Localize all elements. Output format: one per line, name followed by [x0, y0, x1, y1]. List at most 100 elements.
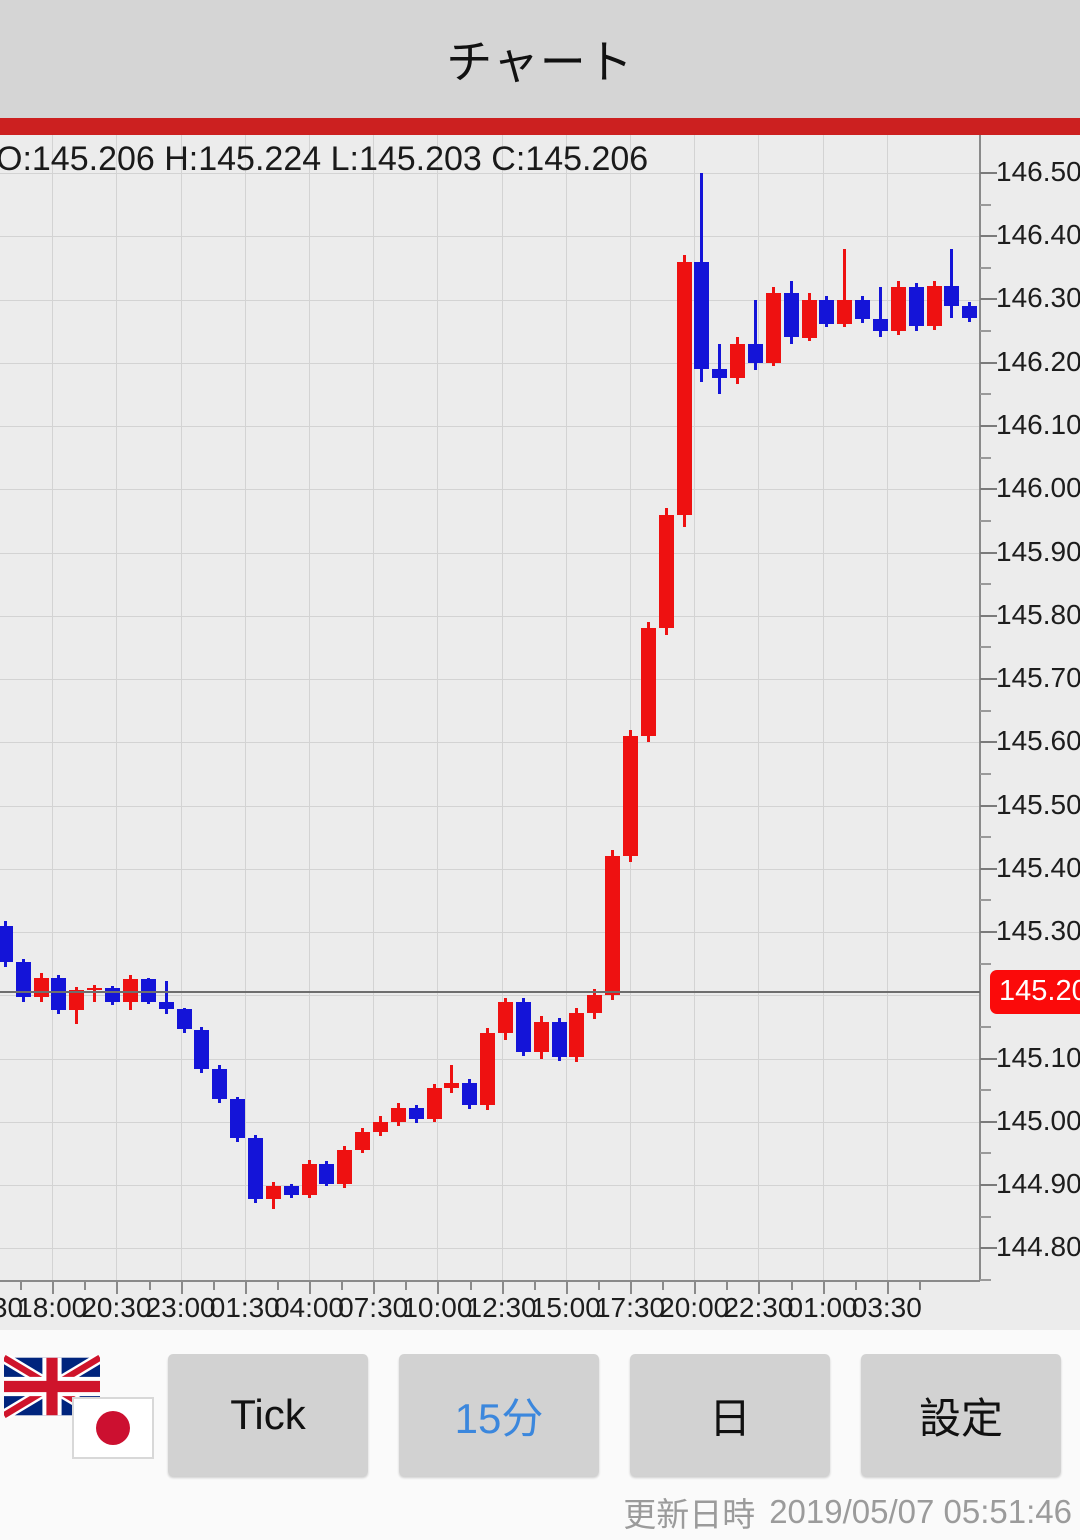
ohlc-readout: O:145.206 H:145.224 L:145.203 C:145.206 — [0, 140, 649, 178]
y-axis-label: 146.200 — [996, 345, 1080, 377]
bottom-toolbar: Tick 15分 日 設定 — [0, 1331, 1080, 1481]
timeframe-tick-button[interactable]: Tick — [168, 1354, 368, 1476]
timeframe-day-button[interactable]: 日 — [630, 1354, 830, 1476]
candle-wick — [879, 286, 882, 338]
candle-body — [855, 299, 871, 319]
x-axis-minor-tick — [148, 1281, 151, 1290]
x-axis-tick — [822, 1281, 825, 1294]
candle-wick — [754, 299, 757, 371]
candle-body — [0, 925, 13, 963]
page-title: チャート — [446, 36, 634, 88]
plot-right-border — [979, 135, 981, 1281]
candle-body — [587, 995, 603, 1013]
y-axis-minor-tick — [980, 962, 991, 965]
x-axis-tick — [180, 1281, 183, 1294]
x-axis-tick — [565, 1281, 568, 1294]
candle-body — [533, 1021, 549, 1053]
candle-body — [408, 1107, 424, 1120]
candle-wick — [164, 981, 168, 1015]
gridline-v — [309, 135, 310, 1280]
y-axis-label: 146.000 — [996, 472, 1080, 504]
y-axis-label: 145.900 — [996, 535, 1080, 567]
candle-body — [551, 1021, 567, 1058]
candle-wick — [93, 985, 97, 1002]
y-axis-minor-tick — [980, 519, 991, 522]
x-axis-minor-tick — [597, 1281, 600, 1290]
y-axis-tick — [980, 298, 997, 301]
candle-body — [319, 1163, 335, 1184]
candle-body — [230, 1099, 245, 1139]
y-axis-label: 145.100 — [996, 1041, 1080, 1073]
candle-body — [765, 293, 781, 363]
y-axis-tick — [980, 235, 997, 238]
y-axis-tick — [980, 1120, 997, 1123]
settings-button[interactable]: 設定 — [861, 1354, 1061, 1476]
x-axis-label: 01:30 — [209, 1292, 280, 1323]
gridline-h — [0, 362, 980, 364]
y-axis-tick — [980, 741, 997, 744]
x-axis-label: 15:30 — [0, 1292, 24, 1323]
japan-flag-icon — [72, 1397, 154, 1459]
x-axis-minor-tick — [533, 1281, 536, 1290]
y-axis-minor-tick — [980, 583, 991, 586]
candle-body — [712, 369, 728, 378]
gridline-v — [501, 135, 503, 1280]
x-axis-tick — [758, 1281, 761, 1294]
x-axis-label: 20:30 — [81, 1292, 152, 1323]
y-axis-minor-tick — [980, 266, 991, 269]
candlestick-plot[interactable]: O:145.206 H:145.224 L:145.203 C:145.206 — [0, 135, 980, 1280]
chart-panel[interactable]: O:145.206 H:145.224 L:145.203 C:145.206 … — [0, 135, 1080, 1330]
gridline-v — [822, 135, 824, 1280]
x-axis-minor-tick — [469, 1281, 472, 1290]
x-axis-minor-tick — [84, 1281, 87, 1290]
y-axis-tick — [980, 867, 997, 870]
gridline-v — [244, 135, 246, 1280]
y-axis-label: 146.400 — [996, 219, 1080, 251]
gridline-h — [0, 489, 980, 491]
x-axis-tick — [501, 1281, 504, 1294]
x-axis-label: 04:00 — [273, 1292, 345, 1323]
x-axis-tick — [630, 1281, 632, 1294]
x-axis-label: 18:00 — [17, 1292, 88, 1323]
status-footer: 更新日時 2019/05/07 05:51:46 — [0, 1484, 1080, 1540]
y-axis-minor-tick — [980, 1152, 991, 1155]
gridline-h — [0, 173, 980, 174]
x-axis-tick — [244, 1281, 247, 1294]
x-axis-label: 07:30 — [338, 1292, 409, 1323]
candle-body — [605, 856, 621, 996]
x-axis-tick — [437, 1281, 440, 1294]
y-axis-label: 145.400 — [996, 851, 1080, 883]
x-axis-minor-tick — [790, 1281, 793, 1290]
gridline-h — [0, 426, 980, 427]
gridline-v — [52, 135, 54, 1280]
candle-body — [515, 1001, 531, 1053]
gridline-v — [758, 135, 760, 1280]
candle-body — [69, 990, 85, 1011]
y-axis-label: 145.800 — [996, 598, 1080, 630]
currency-pair-flags[interactable] — [4, 1353, 154, 1463]
x-axis-minor-tick — [341, 1281, 344, 1290]
y-axis-tick — [980, 361, 997, 364]
gridline-h — [0, 299, 980, 301]
candle-body — [783, 293, 799, 338]
x-axis-minor-tick — [918, 1281, 921, 1290]
gridline-h — [0, 236, 980, 238]
x-axis-tick — [52, 1281, 55, 1294]
x-axis-label: 12:30 — [466, 1292, 537, 1323]
y-axis-minor-tick — [980, 836, 991, 839]
gridline-h — [0, 552, 980, 554]
y-axis-tick — [980, 931, 997, 934]
y-axis-minor-tick — [980, 456, 991, 459]
y-axis-minor-tick — [980, 646, 991, 649]
y-axis-tick — [980, 424, 997, 427]
timeframe-15min-button[interactable]: 15分 — [399, 1354, 599, 1476]
candle-body — [337, 1149, 353, 1184]
candle-body — [944, 285, 960, 306]
gridline-h — [0, 932, 980, 934]
candle-body — [658, 514, 674, 629]
candle-body — [819, 299, 835, 324]
gridline-h — [0, 679, 980, 680]
x-axis-tick — [886, 1281, 889, 1294]
candle-body — [158, 1001, 174, 1010]
y-axis-tick — [980, 1184, 997, 1187]
